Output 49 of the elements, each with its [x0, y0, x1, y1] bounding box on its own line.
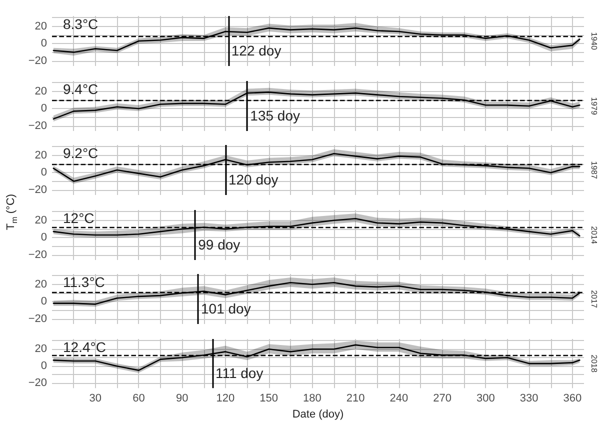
x-tick-label: 240: [390, 392, 408, 404]
x-tick-label: 30: [89, 392, 102, 404]
x-tick-label: 150: [260, 392, 278, 404]
y-tick-label: −20: [28, 312, 47, 325]
y-tick-label: 0: [40, 166, 47, 179]
y-tick-label: 0: [40, 38, 47, 50]
ref-line-label: 135 doy: [250, 106, 300, 123]
x-tick-label: 330: [520, 392, 538, 404]
x-axis-title: Date (doy): [292, 408, 344, 420]
y2-axis-title: 2018: [590, 354, 598, 372]
ref-line-label: 99 doy: [198, 236, 240, 252]
y-tick-label: 20: [34, 149, 47, 162]
y-tick-label: 20: [34, 214, 47, 226]
x-tick-label: 270: [433, 392, 452, 404]
y2-axis-title: 2014: [590, 226, 598, 244]
ref-line-label: 9.4°C: [63, 80, 98, 96]
x-tick-label: 90: [176, 392, 188, 404]
y-tick-label: −20: [28, 184, 47, 196]
ref-line-label: 101 doy: [201, 300, 251, 316]
ref-line-label: 120 doy: [228, 171, 278, 188]
x-tick-label: 60: [132, 392, 145, 404]
y-tick-label: −20: [28, 376, 47, 389]
y-tick-label: 20: [34, 84, 47, 97]
y-tick-label: 20: [34, 342, 47, 355]
y-tick-label: 20: [34, 278, 47, 290]
y-tick-label: −20: [28, 54, 47, 67]
ref-line-label: 8.3°C: [63, 16, 98, 32]
ref-line-label: 12°C: [63, 210, 94, 226]
ref-line-label: 111 doy: [215, 364, 264, 380]
y-tick-label: 20: [34, 20, 47, 32]
x-tick-label: 360: [563, 392, 582, 404]
y-tick-label: −20: [28, 119, 47, 132]
y2-axis-title: 2017: [590, 290, 598, 308]
x-tick-label: 180: [303, 392, 322, 404]
ref-line-label: 12.4°C: [63, 338, 106, 354]
y-tick-label: 0: [40, 102, 47, 114]
x-tick-label: 300: [476, 392, 495, 404]
y-tick-label: 0: [40, 231, 47, 244]
ref-line-label: 11.3°C: [63, 274, 105, 290]
ref-line-label: 122 doy: [231, 42, 282, 58]
y2-axis-title: 1940: [590, 32, 598, 50]
y-tick-label: −20: [28, 248, 47, 260]
y2-axis-title: 1987: [590, 161, 598, 180]
y2-axis-title: 1979: [590, 96, 598, 115]
x-tick-label: 210: [346, 392, 365, 404]
ref-line-label: 9.2°C: [63, 145, 98, 161]
y-tick-label: 0: [40, 296, 47, 308]
x-tick-label: 120: [216, 392, 235, 404]
y-tick-label: 0: [40, 360, 47, 372]
